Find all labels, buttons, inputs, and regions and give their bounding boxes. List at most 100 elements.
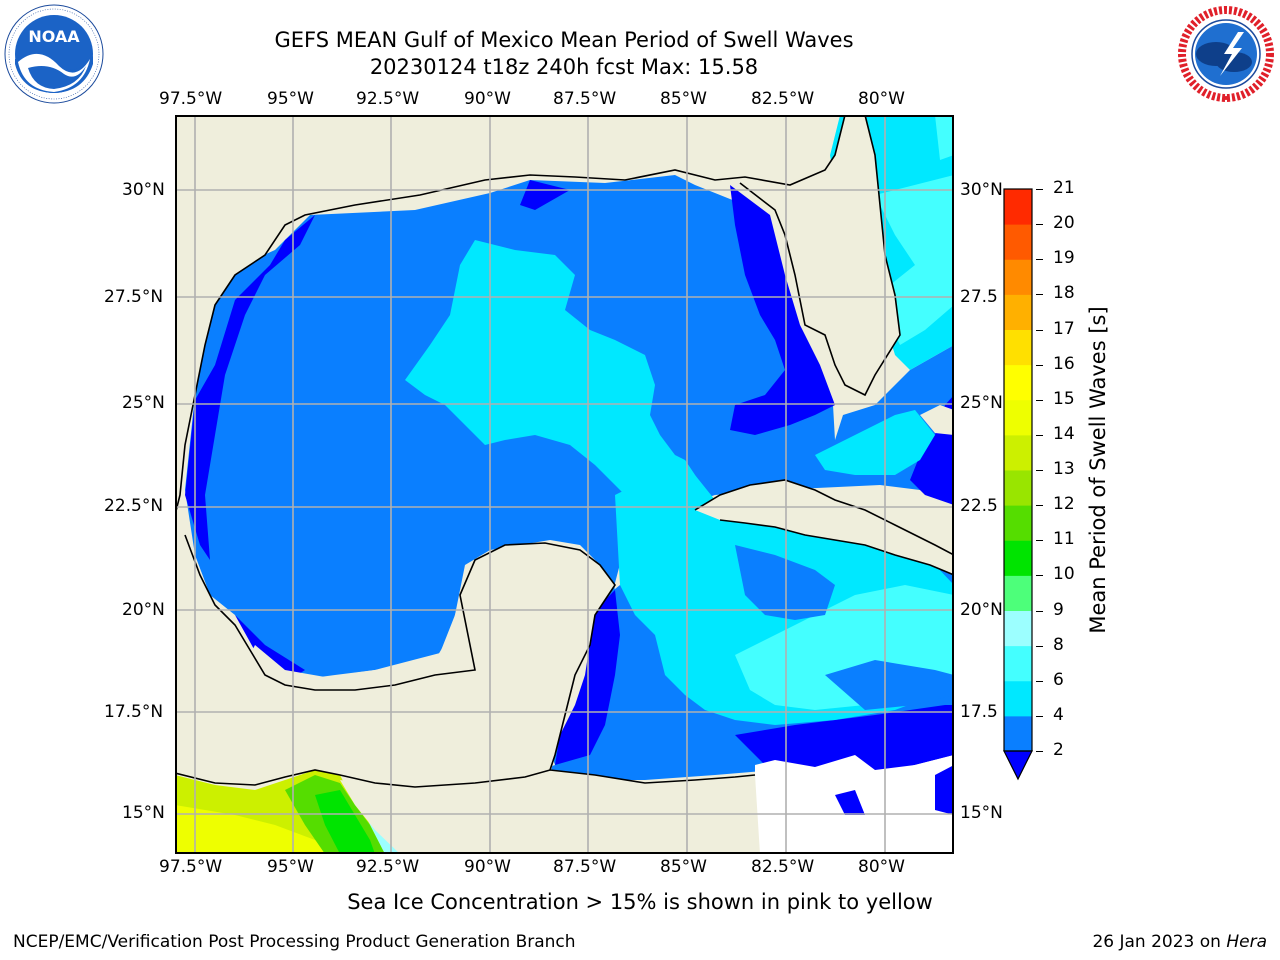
colorbar-tick-mark — [1036, 259, 1043, 261]
lat-label-left-27-5n: 27.5°N — [104, 287, 164, 307]
colorbar-ticks: 2 4 6 8 9 10 11 12 13 14 15 16 17 18 19 20 21 — [1036, 0, 1080, 960]
land-bahamas — [920, 405, 954, 435]
colorbar-tick-label: 10 — [1053, 564, 1075, 585]
colorbar-tick-label: 19 — [1053, 248, 1075, 269]
colorbar-extend-triangle — [1003, 750, 1033, 781]
graticule — [175, 115, 954, 854]
colorbar-tick-label: 18 — [1053, 283, 1075, 304]
lon-label-top-85w: 85°W — [660, 89, 707, 109]
coastlines — [174, 114, 955, 788]
colorbar-tick-label: 15 — [1053, 388, 1075, 409]
lon-label-bottom-80w: 80°W — [858, 857, 905, 877]
colorbar-tick-label: 16 — [1053, 353, 1075, 374]
atlantic-water-patch — [935, 115, 954, 160]
land-florida — [740, 115, 900, 395]
lon-label-top-80w: 80°W — [858, 89, 905, 109]
land-yucatan — [250, 543, 615, 770]
chart-subtitle: 20230124 t18z 240h fcst Max: 15.58 — [369, 55, 759, 79]
lat-label-right-30n: 30°N — [960, 180, 1003, 200]
colorbar-tick-label: 4 — [1053, 704, 1064, 725]
colorbar-tick-label: 13 — [1053, 459, 1075, 479]
colorbar-band — [1004, 399, 1032, 436]
noaa-logo: NOAA — [4, 4, 104, 104]
colorbar-tick-label: 11 — [1053, 529, 1075, 550]
colorbar-tick-mark — [1036, 434, 1043, 436]
lon-label-bottom-97-5w: 97.5°W — [159, 857, 223, 877]
lat-label-left-17-5n: 17.5°N — [104, 702, 164, 722]
lon-label-top-82-5w: 82.5°W — [751, 89, 815, 109]
colorbar-tick-mark — [1036, 715, 1043, 717]
noaa-logo-text: NOAA — [28, 27, 80, 46]
colorbar-tick-label: 8 — [1053, 634, 1064, 655]
colorbar-band — [1004, 294, 1032, 330]
lat-label-left-22-5n: 22.5°N — [104, 496, 164, 516]
footer-right-text: 26 Jan 2023 on Hera — [1092, 932, 1267, 952]
colorbar-tick-mark — [1036, 575, 1043, 577]
colorbar-tick-label: 20 — [1053, 213, 1075, 234]
dark-blue-caribbean-south — [735, 705, 954, 775]
sea-ice-note: Sea Ice Concentration > 15% is shown in … — [347, 890, 933, 914]
colorbar-tick-mark — [1036, 294, 1043, 296]
colorbar-tick-mark — [1036, 364, 1043, 366]
colorbar-tick-label: 6 — [1053, 669, 1064, 690]
lon-label-bottom-92-5w: 92.5°W — [356, 857, 420, 877]
lat-label-left-30n: 30°N — [122, 180, 165, 200]
footer-date: 26 Jan 2023 on — [1092, 932, 1227, 952]
colorbar-band — [1004, 645, 1032, 682]
colorbar-band — [1004, 470, 1032, 506]
colorbar-tick-label: 21 — [1053, 178, 1075, 198]
lon-label-top-90w: 90°W — [464, 89, 511, 109]
colorbar-tick-label: 2 — [1053, 740, 1064, 760]
lon-label-bottom-95w: 95°W — [267, 857, 314, 877]
colorbar-tick-mark — [1036, 751, 1043, 752]
colorbar-band — [1004, 259, 1032, 295]
pacific-bright-green — [315, 790, 375, 854]
lon-label-top-92-5w: 92.5°W — [356, 89, 420, 109]
land-central-america — [340, 770, 760, 854]
lon-label-bottom-90w: 90°W — [464, 857, 511, 877]
dark-blue-nw-coast — [185, 215, 315, 560]
colorbar-tick-mark — [1036, 610, 1043, 612]
dark-blue-yucatan-west — [235, 615, 305, 680]
land-cuba — [695, 480, 954, 575]
pacific-yellow — [175, 805, 335, 854]
colorbar-tick-label: 9 — [1053, 599, 1064, 620]
lon-label-top-95w: 95°W — [267, 89, 314, 109]
caribbean-blue-patch — [735, 545, 835, 620]
colorbar-band — [1004, 189, 1032, 225]
central-gulf-cyan — [405, 240, 715, 515]
lat-label-left-15n: 15°N — [122, 803, 165, 823]
caribbean-lower-blue-patch — [825, 660, 954, 710]
lat-label-right-27-5: 27.5 — [960, 287, 998, 307]
dark-blue-northern-gulf-top — [520, 180, 570, 210]
map-frame — [175, 115, 954, 854]
colorbar-band — [1004, 680, 1032, 717]
lon-label-bottom-85w: 85°W — [660, 857, 707, 877]
colorbar-tick-mark — [1036, 224, 1043, 226]
colorbar-graphic — [1003, 188, 1033, 781]
footer-left-text: NCEP/EMC/Verification Post Processing Pr… — [13, 932, 576, 952]
lat-label-right-20n: 20°N — [960, 600, 1003, 620]
nws-logo — [1176, 4, 1276, 104]
colorbar-band — [1004, 364, 1032, 401]
colorbar-tick-mark — [1036, 505, 1043, 507]
lon-label-top-97-5w: 97.5°W — [159, 89, 223, 109]
chart-title: GEFS MEAN Gulf of Mexico Mean Period of … — [274, 28, 854, 52]
colorbar-tick-mark — [1036, 540, 1043, 542]
lat-label-right-25n: 25°N — [960, 393, 1003, 413]
colorbar-frame — [1003, 188, 1033, 752]
colorbar-band — [1004, 575, 1032, 611]
colorbar-band — [1004, 329, 1032, 366]
lon-label-bottom-82-5w: 82.5°W — [751, 857, 815, 877]
colorbar-tick-mark — [1036, 329, 1043, 331]
colorbar-tick-label: 14 — [1053, 423, 1075, 444]
colorbar-tick-mark — [1036, 189, 1043, 190]
lat-label-right-17-5: 17.5 — [960, 702, 998, 722]
lat-label-left-25n: 25°N — [122, 393, 165, 413]
lat-label-right-22-5: 22.5 — [960, 496, 998, 516]
lon-label-bottom-87-5w: 87.5°W — [553, 857, 617, 877]
lat-label-left-20n: 20°N — [122, 600, 165, 620]
map-panel — [174, 114, 955, 854]
colorbar-band — [1004, 715, 1032, 752]
colorbar-tick-mark — [1036, 470, 1043, 471]
